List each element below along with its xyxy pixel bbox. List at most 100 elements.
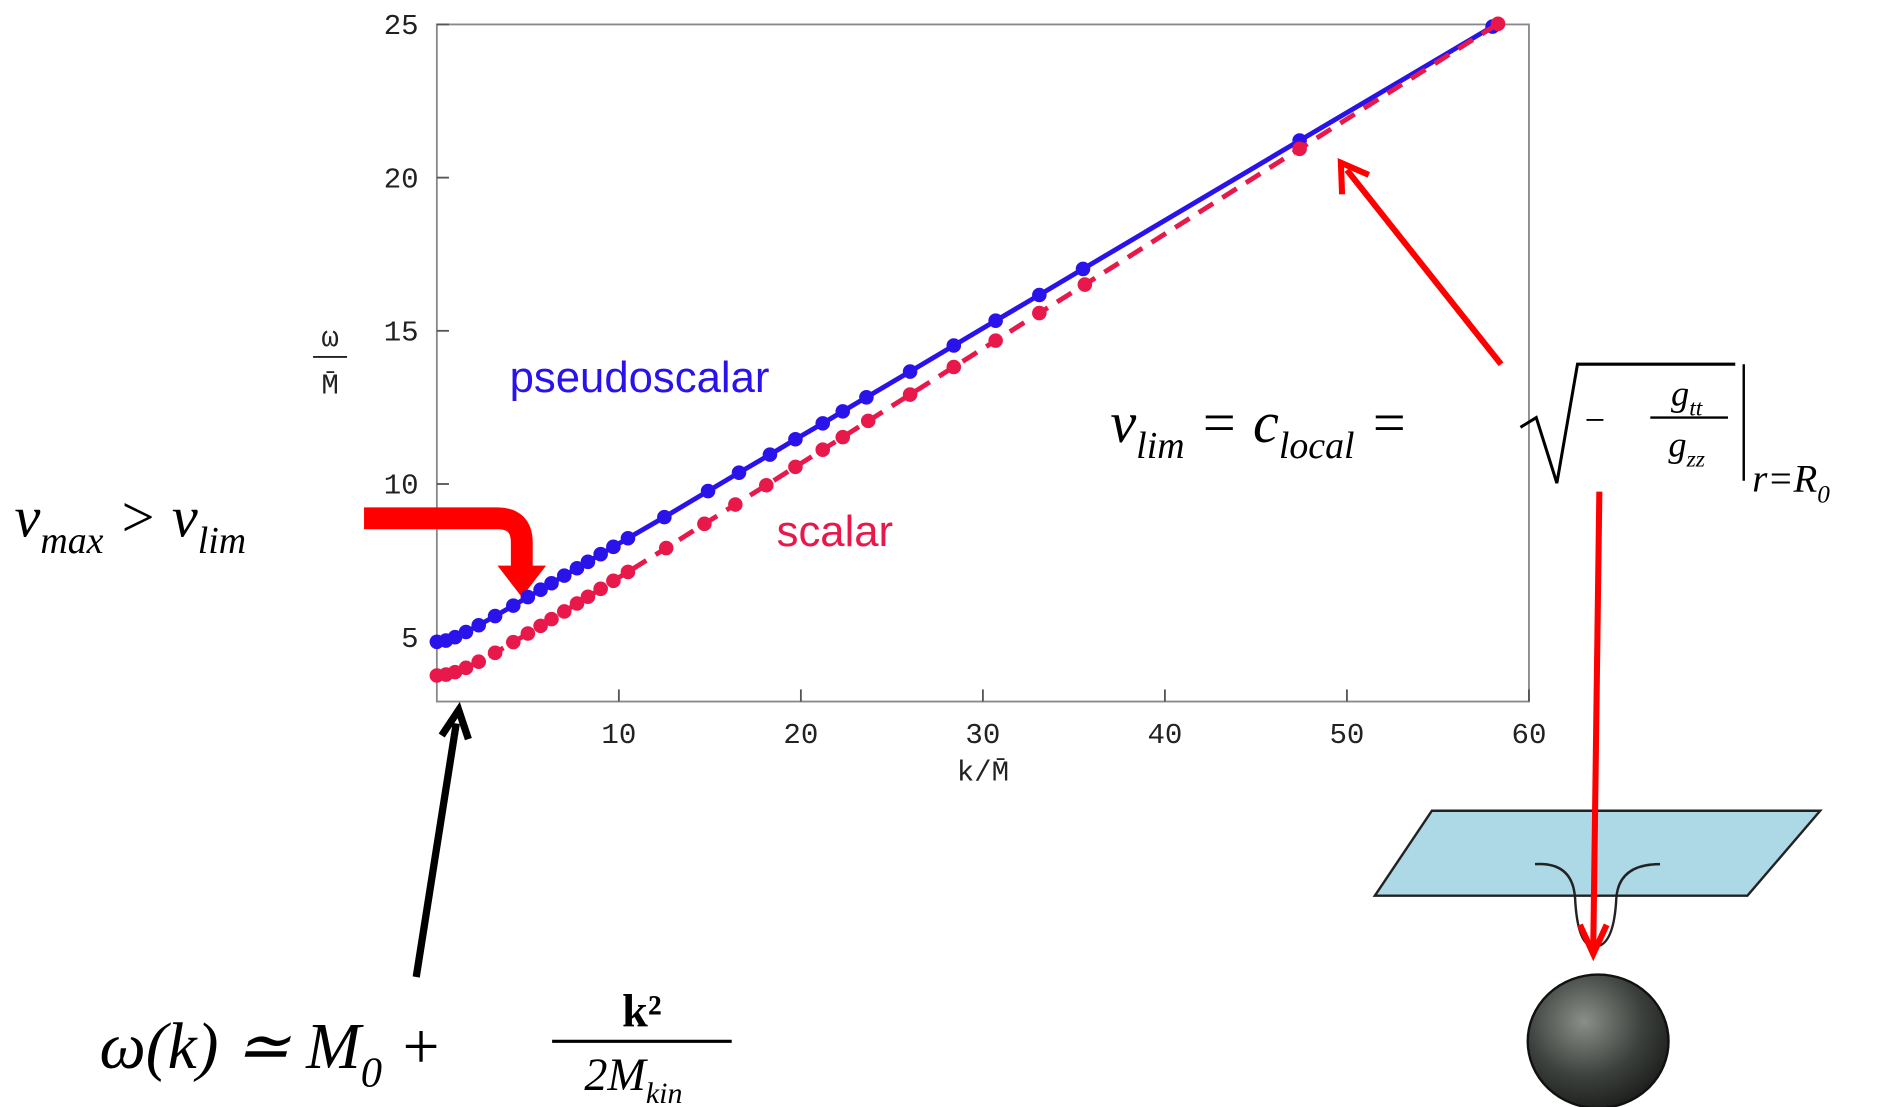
formula: r=R0 bbox=[1752, 458, 1830, 509]
formula: gtt bbox=[1671, 373, 1704, 421]
formula-part: r=R bbox=[1752, 458, 1817, 501]
data-point bbox=[902, 364, 918, 379]
minus-sign: − bbox=[1582, 400, 1607, 440]
data-point bbox=[556, 568, 572, 583]
data-point bbox=[471, 654, 486, 669]
data-point bbox=[506, 598, 521, 613]
y-tick-label: 10 bbox=[384, 470, 419, 503]
y-tick-label: 5 bbox=[401, 623, 418, 656]
series-line bbox=[436, 21, 1500, 678]
x-axis-label: k/M̄ bbox=[957, 756, 1009, 789]
data-point bbox=[988, 333, 1003, 348]
data-point bbox=[544, 611, 559, 627]
formula-part: > v bbox=[103, 485, 197, 550]
data-point bbox=[658, 540, 674, 556]
data-point bbox=[1075, 261, 1091, 277]
data-point bbox=[569, 596, 585, 611]
data-point bbox=[762, 447, 778, 462]
data-point bbox=[731, 465, 747, 480]
data-point bbox=[606, 539, 621, 555]
arrow-head bbox=[1337, 158, 1370, 195]
red-arrow bbox=[1344, 168, 1504, 367]
data-point bbox=[544, 575, 559, 591]
data-point bbox=[657, 509, 672, 525]
formula-subscript: lim bbox=[198, 520, 246, 562]
sqrt-sign bbox=[1519, 362, 1736, 484]
data-point bbox=[815, 442, 831, 457]
data-point bbox=[859, 390, 874, 405]
formula-subscript: lim bbox=[1136, 425, 1184, 467]
formula: 2Mkin bbox=[584, 1049, 682, 1107]
data-point bbox=[593, 581, 608, 597]
data-point bbox=[471, 617, 486, 633]
data-point bbox=[700, 483, 716, 499]
data-point bbox=[458, 660, 474, 676]
black-arrow bbox=[412, 722, 460, 978]
black-hole-ball bbox=[1526, 973, 1670, 1107]
formula-part: ω(k) ≃ M bbox=[100, 1011, 365, 1083]
data-point bbox=[697, 516, 712, 532]
data-point bbox=[569, 560, 585, 576]
data-point bbox=[1490, 16, 1506, 32]
formula: vlim = clocal = bbox=[1110, 390, 1408, 467]
data-point bbox=[620, 564, 636, 580]
series-label: scalar bbox=[777, 507, 894, 556]
data-point bbox=[533, 582, 548, 597]
data-point bbox=[533, 618, 548, 634]
data-point bbox=[620, 530, 636, 546]
data-point bbox=[1032, 287, 1047, 303]
formula-subscript: 0 bbox=[361, 1049, 382, 1096]
red-bent-arrow bbox=[364, 507, 533, 569]
formula-subscript: max bbox=[40, 520, 103, 562]
x-tick-label: 30 bbox=[965, 719, 1000, 752]
data-point bbox=[815, 416, 831, 431]
y-tick-label: 25 bbox=[384, 10, 419, 43]
formula-subscript: local bbox=[1279, 425, 1355, 467]
formula-subscript: zz bbox=[1686, 447, 1705, 473]
data-point bbox=[447, 664, 463, 680]
data-point bbox=[458, 624, 474, 640]
fraction-numerator: k² bbox=[622, 986, 661, 1037]
formula-subscript: tt bbox=[1689, 396, 1704, 422]
formula-part: = c bbox=[1185, 390, 1279, 455]
formula: gzz bbox=[1668, 424, 1705, 472]
data-point bbox=[606, 573, 621, 589]
data-point bbox=[788, 459, 803, 475]
x-tick-label: 10 bbox=[601, 719, 636, 752]
data-point bbox=[580, 554, 596, 570]
data-point bbox=[860, 413, 876, 429]
formula: vmax > vlim bbox=[15, 485, 247, 562]
formula-subscript: 0 bbox=[1817, 481, 1830, 508]
data-point bbox=[759, 477, 774, 493]
formula-subscript: kin bbox=[646, 1077, 683, 1107]
arrow-head bbox=[1577, 923, 1610, 962]
data-point bbox=[556, 604, 572, 619]
data-point bbox=[902, 387, 918, 402]
formula-part: v bbox=[15, 485, 41, 550]
data-point bbox=[1077, 277, 1093, 292]
data-point bbox=[520, 626, 536, 641]
series-label: pseudoscalar bbox=[510, 353, 770, 402]
data-point bbox=[580, 589, 596, 605]
formula: ω(k) ≃ M0 + bbox=[100, 1011, 443, 1096]
formula-part: 2M bbox=[584, 1049, 648, 1100]
formula-part: v bbox=[1110, 390, 1136, 455]
data-point bbox=[593, 546, 608, 562]
y-tick-label: 15 bbox=[384, 317, 419, 350]
x-tick-label: 20 bbox=[783, 719, 818, 752]
arrow-head bbox=[497, 565, 547, 598]
data-point bbox=[1032, 305, 1047, 321]
data-point bbox=[946, 338, 962, 353]
y-axis-label-bottom: M̄ bbox=[321, 369, 338, 402]
formula-part: = bbox=[1355, 390, 1409, 455]
formula-part: g bbox=[1668, 424, 1686, 464]
data-point bbox=[520, 589, 536, 605]
y-tick-label: 20 bbox=[384, 163, 419, 196]
x-tick-label: 60 bbox=[1511, 719, 1546, 752]
data-point bbox=[487, 645, 503, 661]
data-point bbox=[506, 634, 521, 650]
data-point bbox=[835, 404, 851, 419]
data-point bbox=[788, 431, 803, 447]
